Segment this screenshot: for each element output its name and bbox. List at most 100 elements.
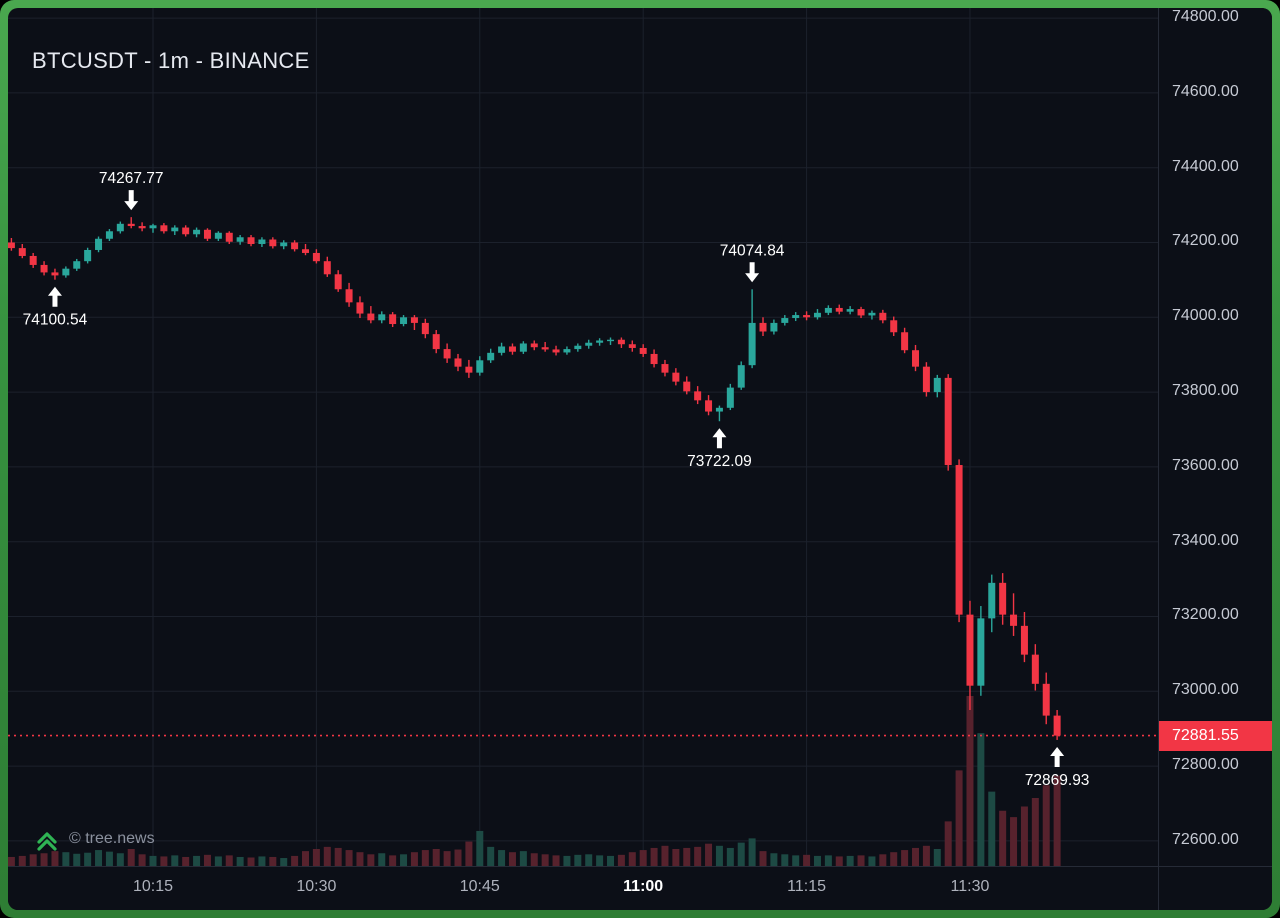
volume-bar <box>672 849 680 866</box>
candle <box>323 261 331 275</box>
candle <box>334 274 342 290</box>
candle <box>378 314 386 321</box>
candle <box>552 349 560 353</box>
volume-bar <box>378 853 386 866</box>
price-tick-label: 73600.00 <box>1172 456 1239 474</box>
volume-bar <box>203 854 211 866</box>
candle <box>29 255 37 265</box>
volume-bar <box>269 856 277 866</box>
volume-bar <box>367 854 375 866</box>
price-axis[interactable]: 72881.55 74800.00 74600.00 74400.00 74200.0… <box>1158 8 1272 866</box>
volume-bar <box>149 855 157 866</box>
price-tick-label: 74600.00 <box>1172 82 1239 100</box>
candle <box>465 366 473 373</box>
volume-bar <box>280 858 288 866</box>
volume-bar <box>182 856 190 866</box>
volume-bar <box>944 821 952 866</box>
candle <box>912 350 920 367</box>
volume-bar <box>389 855 397 866</box>
candle <box>781 318 789 323</box>
candle <box>498 346 506 353</box>
candle <box>62 268 70 276</box>
volume-bar <box>617 854 625 866</box>
candle <box>203 229 211 239</box>
candle <box>759 322 767 332</box>
volume-bar <box>487 846 495 866</box>
candle <box>149 225 157 229</box>
candle <box>726 387 734 408</box>
axis-corner <box>1158 866 1272 910</box>
volume-bar <box>236 856 244 866</box>
volume-bar <box>421 850 429 866</box>
candle <box>846 309 854 312</box>
candle <box>214 232 222 239</box>
candle <box>617 339 625 345</box>
price-tick-label: 74400.00 <box>1172 157 1239 175</box>
candle <box>400 317 408 325</box>
candle <box>367 313 375 321</box>
candle <box>737 365 745 388</box>
candle <box>541 347 549 350</box>
candle <box>421 322 429 335</box>
watermark-label: © tree.news <box>69 830 155 847</box>
volume-bar <box>846 855 854 866</box>
arrow-up-icon <box>47 286 62 307</box>
candle <box>160 225 168 232</box>
volume-bar <box>476 830 484 866</box>
candle <box>410 317 418 323</box>
watermark-link[interactable]: © tree.news <box>34 826 155 852</box>
price-tick-label: 73200.00 <box>1172 606 1239 624</box>
candle <box>519 343 527 352</box>
candle <box>312 252 320 262</box>
candle <box>105 231 113 239</box>
double-chevron-up-icon <box>37 832 57 851</box>
volume-bar <box>291 855 299 866</box>
candle <box>1042 683 1050 716</box>
volume-bar <box>8 856 15 866</box>
candle <box>999 582 1007 615</box>
candle <box>596 340 604 343</box>
volume-bar <box>879 854 887 866</box>
candle <box>51 272 59 276</box>
volume-bar <box>18 855 26 866</box>
candle <box>236 237 244 242</box>
arrow-down-icon <box>124 190 139 211</box>
volume-bar <box>454 849 462 866</box>
volume-bar <box>247 857 255 866</box>
volume-bar <box>51 851 59 866</box>
volume-bar <box>552 855 560 866</box>
candle <box>650 353 658 365</box>
candle <box>280 242 288 247</box>
volume-bar <box>912 847 920 866</box>
candle <box>628 344 636 348</box>
volume-bar <box>84 852 92 866</box>
candle <box>694 391 702 401</box>
candle <box>247 237 255 244</box>
volume-bar <box>1020 806 1028 866</box>
candle <box>302 249 310 253</box>
price-tick-label: 73800.00 <box>1172 382 1239 400</box>
volume-bar <box>857 855 865 866</box>
volume-bar <box>160 856 168 866</box>
volume-bar <box>977 733 985 866</box>
chart-area[interactable]: 74100.54 74267.77 73722.09 74074.84 72869.93 <box>8 8 1158 866</box>
candlestick-chart[interactable]: 74100.54 74267.77 73722.09 74074.84 72869.93 <box>8 8 1158 866</box>
volume-bar <box>563 855 571 866</box>
volume-bar <box>574 854 582 866</box>
volume-bar <box>225 855 233 866</box>
volume-bar <box>803 854 811 866</box>
candle <box>672 372 680 382</box>
candle <box>138 226 146 229</box>
volume-bar <box>868 856 876 866</box>
candle <box>868 312 876 316</box>
candle <box>225 232 233 242</box>
volume-bar <box>519 851 527 866</box>
time-axis[interactable]: 10:15 10:30 10:45 11:00 11:15 11:30 <box>8 866 1158 910</box>
volume-bar <box>345 850 353 866</box>
volume-bar <box>62 852 70 866</box>
candle <box>857 309 865 316</box>
price-tick-label: 74800.00 <box>1172 8 1239 26</box>
volume-bar <box>323 846 331 866</box>
volume-bar <box>901 850 909 866</box>
volume-bar <box>890 852 898 866</box>
